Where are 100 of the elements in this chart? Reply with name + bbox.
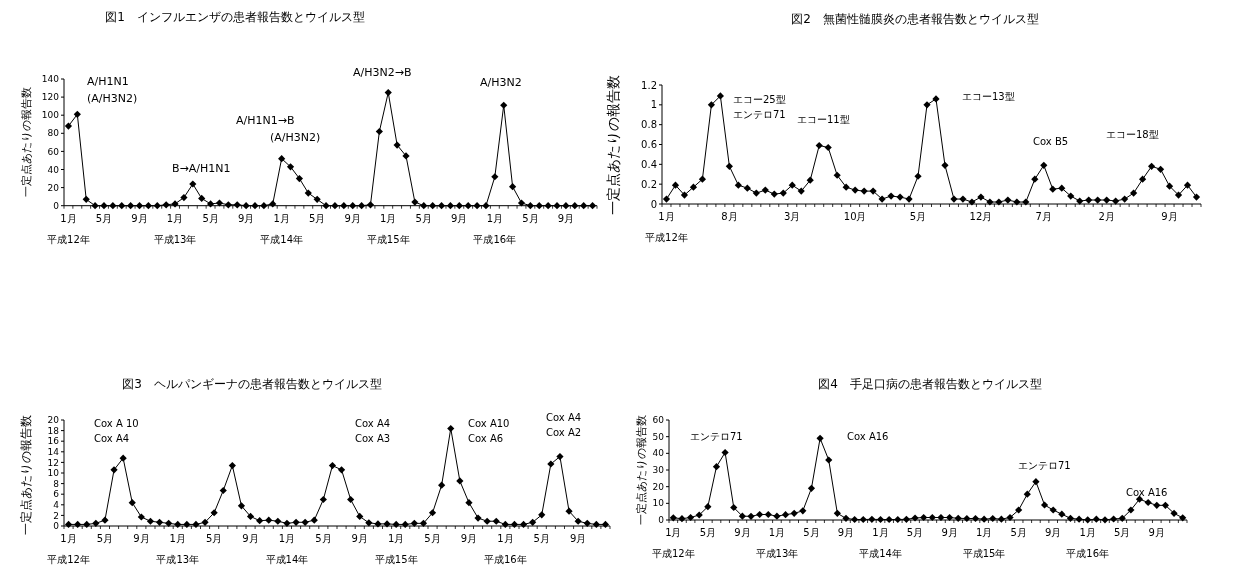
point [455, 202, 463, 210]
point [517, 199, 526, 207]
point [109, 202, 117, 210]
point [64, 520, 73, 529]
text: 平成12年 [47, 554, 90, 565]
point [797, 187, 805, 195]
point [752, 189, 760, 197]
point [1179, 514, 1187, 522]
y-tick-label: 6 [53, 489, 60, 500]
y-tick-label: 60 [652, 415, 665, 426]
chart-title: 図1 インフルエンザの患者報告数とウイルス型 [105, 10, 365, 24]
point [1103, 196, 1111, 204]
point [707, 101, 716, 109]
annotation: Cox A16 [1126, 487, 1168, 498]
point [438, 481, 446, 489]
point [127, 202, 135, 210]
x-tick-label: 9月 [1045, 527, 1062, 538]
point [456, 477, 464, 485]
point [383, 520, 391, 528]
point [144, 202, 152, 210]
point [119, 454, 127, 462]
point [1049, 506, 1057, 514]
x-tick-label: 7月 [1035, 211, 1052, 222]
point [1192, 193, 1201, 201]
point [535, 202, 543, 210]
point [1174, 191, 1183, 199]
y-tick-label: 100 [41, 110, 60, 121]
point [474, 514, 482, 522]
point [941, 161, 949, 169]
point [734, 181, 742, 189]
point [331, 202, 339, 210]
x-tick-label: 5月 [522, 212, 539, 224]
point [851, 515, 859, 524]
x-tick-label: 9月 [451, 212, 468, 224]
point [538, 511, 546, 519]
y-tick-label: 16 [47, 436, 60, 447]
point [678, 515, 686, 523]
point [562, 202, 570, 210]
y-tick-label: 0.4 [641, 158, 657, 170]
point [265, 516, 273, 524]
point [465, 499, 473, 507]
point [526, 202, 534, 210]
point [1023, 490, 1031, 498]
point [544, 202, 552, 210]
point [902, 515, 911, 523]
point [1170, 509, 1178, 517]
point [1084, 516, 1092, 524]
y-tick-label: 0.2 [641, 178, 657, 190]
point [1040, 161, 1048, 169]
point [770, 190, 778, 198]
annotation: Cox A4 [94, 433, 130, 444]
point [1118, 514, 1126, 522]
x-tick-label: 9月 [131, 212, 148, 224]
point [781, 511, 790, 519]
point [807, 484, 816, 492]
point [392, 520, 400, 529]
point [1094, 196, 1102, 204]
x-tick-label: 9月 [237, 212, 255, 224]
point [790, 509, 798, 517]
x-tick-label: 5月 [1010, 527, 1027, 538]
text: 平成16年 [483, 554, 527, 565]
point [201, 518, 209, 526]
point [447, 424, 455, 433]
point [1183, 181, 1192, 189]
point [1101, 516, 1109, 524]
y-tick-label: 20 [47, 415, 60, 426]
point [215, 199, 224, 207]
point [680, 191, 689, 199]
annotation: Cox B5 [1033, 136, 1069, 147]
point [219, 486, 227, 495]
point [547, 460, 555, 468]
point [1165, 182, 1174, 190]
point [905, 195, 913, 203]
y-tick-label: 1.2 [641, 79, 657, 91]
x-tick-label: 2月 [1098, 211, 1115, 222]
point [292, 518, 300, 526]
point [1015, 506, 1023, 514]
point [153, 202, 161, 210]
x-tick-label: 1月 [497, 533, 514, 544]
point [365, 519, 373, 527]
x-tick-label: 1月 [975, 527, 993, 538]
point [887, 192, 895, 200]
x-tick-label: 1月 [60, 212, 77, 224]
point [773, 512, 781, 520]
annotation: Cox A3 [355, 433, 391, 444]
point [556, 452, 564, 461]
point [911, 514, 919, 522]
point [510, 520, 519, 529]
annotation: エコー13型 [962, 91, 1015, 102]
point [165, 519, 173, 527]
annotation: Cox A 10 [94, 418, 139, 429]
y-tick-label: 12 [47, 457, 59, 468]
annotation: (A/H3N2) [270, 131, 321, 144]
y-tick-label: 2 [53, 510, 59, 521]
y-tick-label: 10 [652, 498, 665, 509]
point [171, 200, 179, 208]
y-tick-label: 0 [53, 200, 60, 211]
x-tick-label: 9月 [569, 533, 587, 544]
x-tick-label: 5月 [308, 212, 326, 224]
y-tick-label: 20 [652, 481, 665, 492]
